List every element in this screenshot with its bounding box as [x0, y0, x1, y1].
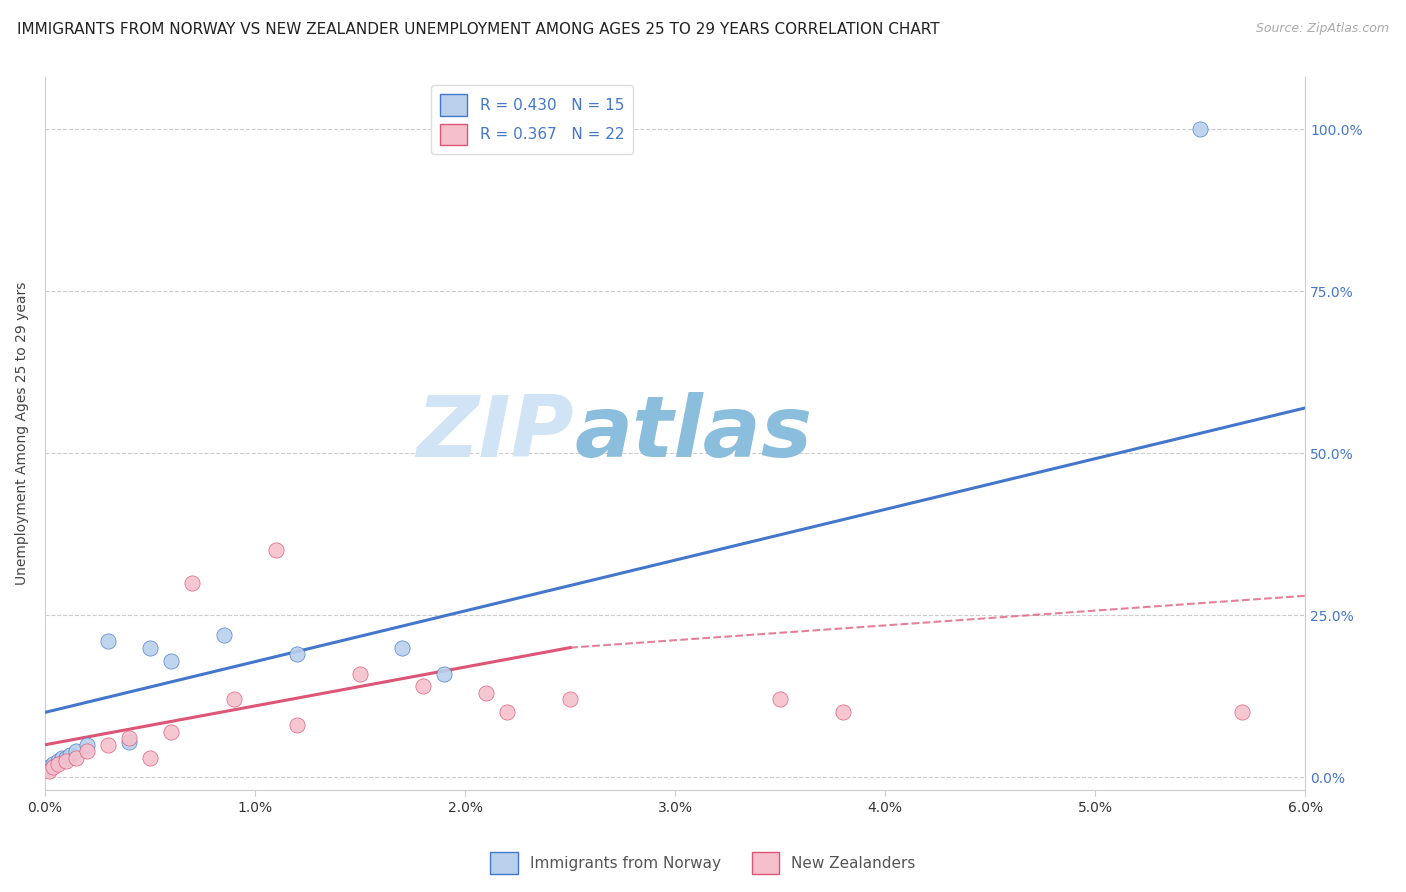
Legend: Immigrants from Norway, New Zealanders: Immigrants from Norway, New Zealanders	[484, 846, 922, 880]
Point	[433, 666, 456, 681]
Text: Source: ZipAtlas.com: Source: ZipAtlas.com	[1256, 22, 1389, 36]
Point	[212, 627, 235, 641]
Point	[832, 706, 855, 720]
Point	[51, 750, 73, 764]
Point	[264, 543, 287, 558]
Text: atlas: atlas	[574, 392, 813, 475]
Point	[59, 747, 82, 762]
Point	[285, 718, 308, 732]
Point	[42, 760, 65, 774]
Point	[118, 734, 141, 748]
Point	[46, 757, 69, 772]
Point	[65, 750, 87, 764]
Point	[349, 666, 371, 681]
Y-axis label: Unemployment Among Ages 25 to 29 years: Unemployment Among Ages 25 to 29 years	[15, 282, 30, 585]
Point	[97, 634, 120, 648]
Text: ZIP: ZIP	[416, 392, 574, 475]
Text: IMMIGRANTS FROM NORWAY VS NEW ZEALANDER UNEMPLOYMENT AMONG AGES 25 TO 29 YEARS C: IMMIGRANTS FROM NORWAY VS NEW ZEALANDER …	[17, 22, 939, 37]
Point	[55, 754, 77, 768]
Point	[496, 706, 519, 720]
Point	[139, 640, 162, 655]
Point	[55, 750, 77, 764]
Point	[139, 750, 162, 764]
Point	[475, 686, 498, 700]
Point	[160, 654, 183, 668]
Point	[118, 731, 141, 746]
Point	[222, 692, 245, 706]
Point	[42, 757, 65, 772]
Point	[769, 692, 792, 706]
Point	[285, 647, 308, 661]
Point	[412, 680, 434, 694]
Point	[1232, 706, 1254, 720]
Point	[1189, 122, 1212, 136]
Point	[97, 738, 120, 752]
Point	[38, 764, 60, 778]
Point	[181, 575, 204, 590]
Point	[76, 738, 98, 752]
Point	[65, 744, 87, 758]
Point	[38, 760, 60, 774]
Point	[46, 754, 69, 768]
Point	[560, 692, 582, 706]
Point	[160, 724, 183, 739]
Point	[76, 744, 98, 758]
Point	[391, 640, 413, 655]
Legend: R = 0.430   N = 15, R = 0.367   N = 22: R = 0.430 N = 15, R = 0.367 N = 22	[430, 85, 633, 154]
